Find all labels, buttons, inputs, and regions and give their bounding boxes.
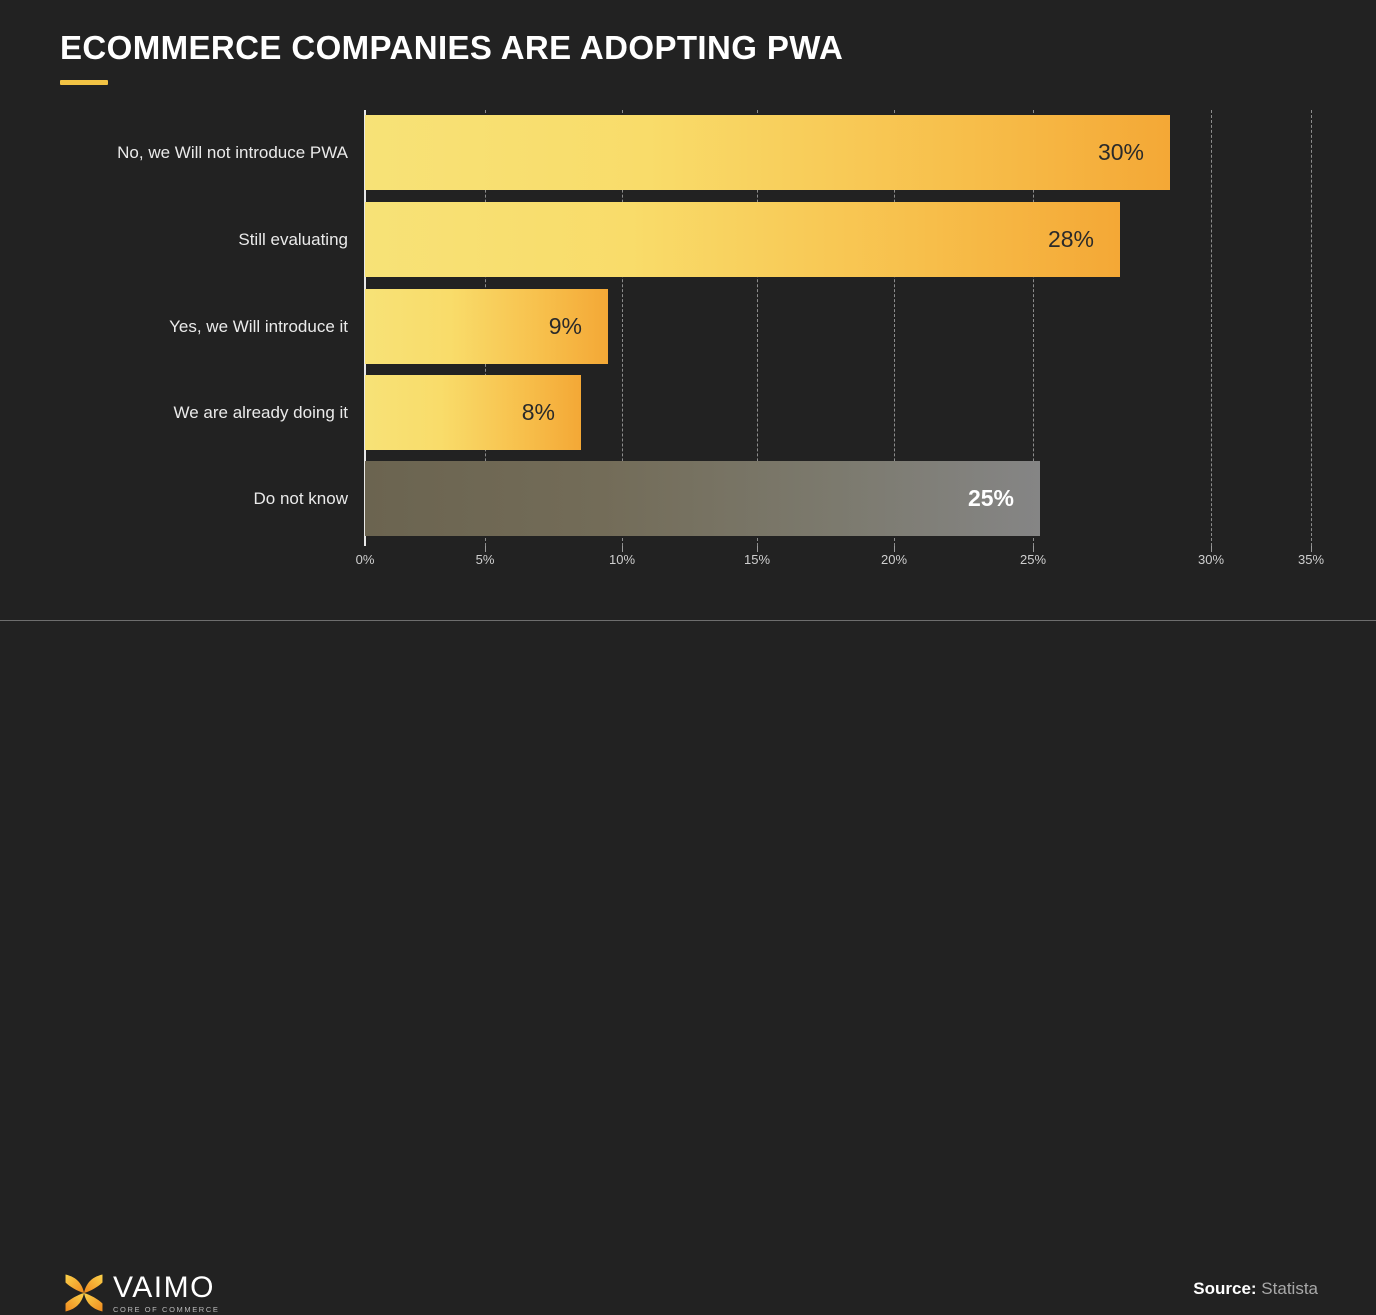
footer: VAIMO CORE OF COMMERCE Source: Statista — [0, 621, 1376, 1313]
header: ECOMMERCE COMPANIES ARE ADOPTING PWA — [60, 29, 1320, 86]
tick-mark — [894, 546, 895, 552]
bar[interactable]: 28% — [365, 202, 1120, 277]
bar-value-label: 25% — [967, 485, 1014, 511]
x-tick-label: 30% — [1197, 552, 1225, 567]
title-accent-rule — [60, 80, 108, 86]
tick-mark — [1033, 546, 1034, 552]
tick-mark — [622, 546, 623, 552]
gridline — [1311, 110, 1312, 546]
category-label: Still evaluating — [238, 229, 348, 249]
category-label: Do not know — [253, 488, 349, 508]
category-label: Yes, we Will introduce it — [169, 316, 348, 336]
vaimo-x-icon — [65, 1274, 103, 1312]
logo-wordmark: VAIMO — [113, 1270, 215, 1304]
bar[interactable]: 25% — [365, 461, 1040, 536]
bar-value-label: 28% — [1047, 226, 1094, 252]
tick-mark — [485, 546, 486, 552]
x-tick-label: 10% — [608, 552, 636, 567]
bar[interactable]: 30% — [365, 115, 1170, 190]
category-label: No, we Will not introduce PWA — [117, 142, 348, 162]
vaimo-logo[interactable]: VAIMO CORE OF COMMERCE — [62, 1271, 219, 1315]
bar-value-label: 8% — [521, 399, 555, 425]
page-title: ECOMMERCE COMPANIES ARE ADOPTING PWA — [60, 29, 844, 66]
bar[interactable]: 8% — [365, 375, 581, 450]
source-attribution: Source: Statista — [1193, 1279, 1318, 1299]
tick-mark — [1211, 546, 1212, 552]
gridline — [1211, 110, 1212, 546]
bar-chart: No, we Will not introduce PWA 30% Still ev… — [0, 0, 1376, 600]
x-tick-label: 0% — [355, 552, 375, 567]
gridline — [894, 110, 895, 546]
x-tick-label: 25% — [1019, 552, 1047, 567]
category-label: We are already doing it — [173, 402, 348, 422]
x-tick-label: 15% — [743, 552, 771, 567]
bar[interactable]: 9% — [365, 289, 608, 364]
gridline — [622, 110, 623, 546]
source-label: Source: — [1193, 1279, 1257, 1298]
x-tick-label: 5% — [475, 552, 495, 567]
logo-tagline: CORE OF COMMERCE — [113, 1304, 220, 1314]
gridline — [1033, 110, 1034, 546]
footer-divider — [0, 620, 1376, 621]
gridline — [757, 110, 758, 546]
bar-value-label: 30% — [1097, 139, 1144, 165]
x-tick-label: 35% — [1297, 552, 1325, 567]
source-value: Statista — [1261, 1279, 1318, 1298]
bar-value-label: 9% — [548, 313, 582, 339]
tick-mark — [757, 546, 758, 552]
x-tick-label: 20% — [880, 552, 908, 567]
tick-mark — [1311, 546, 1312, 552]
